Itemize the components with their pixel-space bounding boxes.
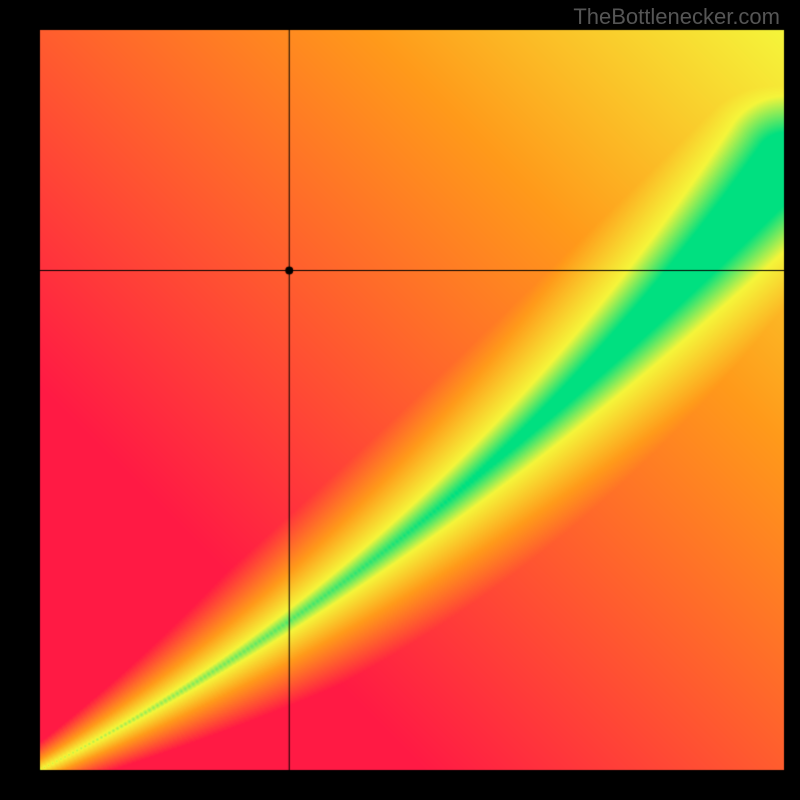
heatmap-canvas xyxy=(0,0,800,800)
watermark-text: TheBottlenecker.com xyxy=(573,4,780,30)
chart-container: TheBottlenecker.com xyxy=(0,0,800,800)
